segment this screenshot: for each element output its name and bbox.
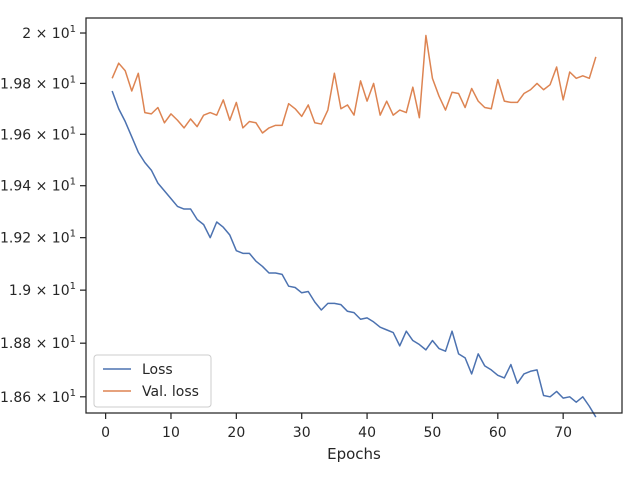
y-tick-label: 1.86 × 101 [0,388,76,406]
legend-label: Val. loss [142,384,199,400]
y-tick-label: 1.88 × 101 [0,334,76,352]
x-tick-label: 50 [424,425,442,441]
x-tick-label: 20 [227,425,245,441]
y-tick-label: 1.98 × 101 [0,74,76,92]
series-layer [111,34,597,418]
series-line-1 [111,90,597,418]
plot-frame [85,17,623,414]
y-axis: 1.86 × 101 1.88 × 101 1.9 × 101 1.92 × 101 1… [0,24,86,406]
y-tick-label: 2 × 101 [22,24,76,42]
legend-box [93,354,212,408]
series-line-2 [111,34,597,134]
y-tick-label: 1.96 × 101 [0,125,76,143]
x-axis-label: Epochs [327,445,381,463]
x-tick-label: 0 [101,425,110,441]
x-tick-label: 40 [358,425,376,441]
y-tick-label: 1.92 × 101 [0,229,76,247]
x-tick-label: 30 [293,425,311,441]
legend-label: Loss [142,362,173,378]
x-tick-label: 70 [554,425,572,441]
legend: Loss Val. loss [93,354,212,408]
x-axis: 0 10 20 30 40 50 60 70 [101,413,572,441]
y-tick-label: 1.94 × 101 [0,177,76,195]
x-tick-label: 10 [162,425,180,441]
x-tick-label: 60 [489,425,507,441]
y-tick-label: 1.9 × 101 [9,281,76,299]
